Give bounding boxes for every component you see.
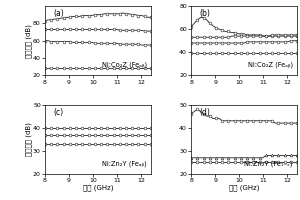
Text: Ni:Co₂Z (Feₐᵦ): Ni:Co₂Z (Feₐᵦ) [248, 62, 293, 68]
X-axis label: 频率 (GHz): 频率 (GHz) [229, 185, 259, 191]
Text: (b): (b) [200, 9, 211, 18]
Y-axis label: 屏蔽效能 (dB): 屏蔽效能 (dB) [25, 24, 32, 58]
Text: (d): (d) [200, 108, 211, 117]
Y-axis label: 屏蔽效能 (dB): 屏蔽效能 (dB) [25, 122, 32, 156]
Text: (c): (c) [53, 108, 64, 117]
X-axis label: 频率 (GHz): 频率 (GHz) [83, 185, 113, 191]
Text: Ni:Co₂Z (Feₐᵦ): Ni:Co₂Z (Feₐᵦ) [101, 62, 147, 68]
Text: Ni:Zn₂Y (Feₐᵦ): Ni:Zn₂Y (Feₐᵦ) [102, 161, 147, 167]
Text: (a): (a) [53, 9, 64, 18]
Text: Ni:Zn₂Y (Fe₁₋ₓ): Ni:Zn₂Y (Fe₁₋ₓ) [244, 161, 293, 167]
